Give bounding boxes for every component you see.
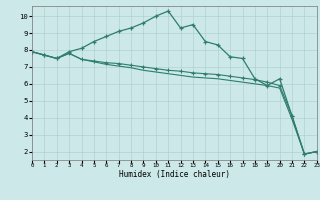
X-axis label: Humidex (Indice chaleur): Humidex (Indice chaleur) xyxy=(119,170,230,179)
